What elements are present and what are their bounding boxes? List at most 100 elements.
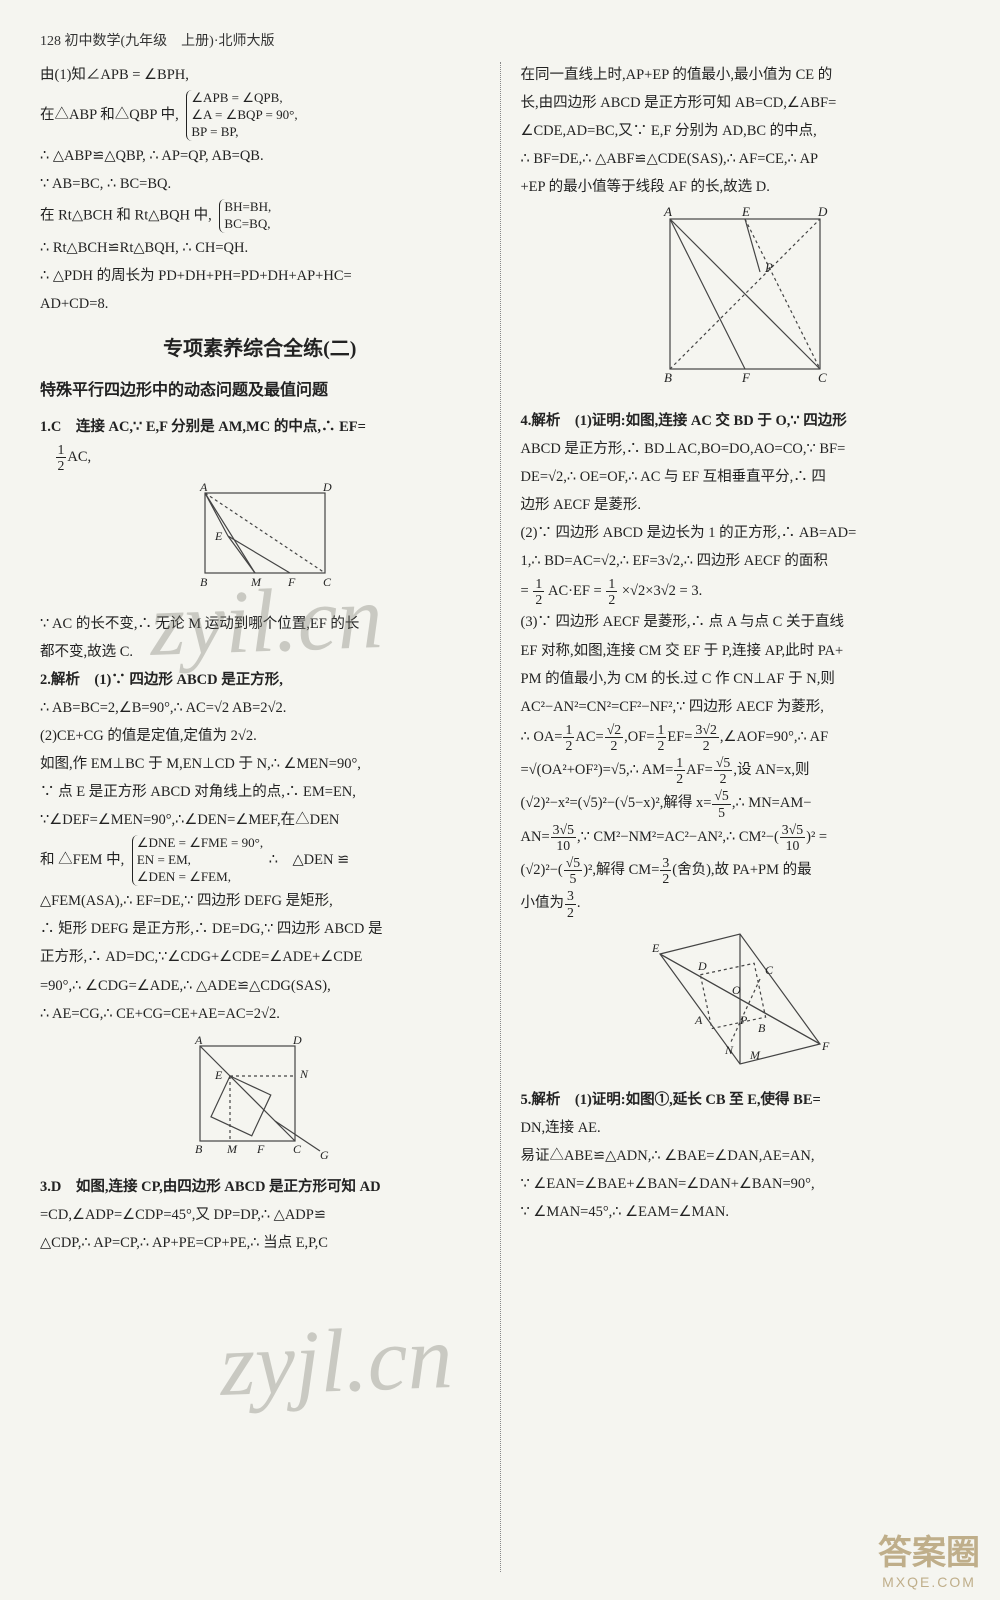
text: 在 Rt△BCH 和 Rt△BQH 中, — [40, 207, 212, 223]
text: ×√2×3√2 = 3. — [622, 583, 702, 599]
text-line: ∴ AB=BC=2,∠B=90°,∴ AC=√2 AB=2√2. — [40, 695, 480, 721]
text-line: 小值为32. — [521, 888, 961, 919]
text-line: AD+CD=8. — [40, 291, 480, 317]
text-line: PM 的值最小,为 CM 的长.过 C 作 CN⊥AF 于 N,则 — [521, 666, 961, 692]
brace-group: ∠APB = ∠QPB, ∠A = ∠BQP = 90°, BP = BP, — [186, 90, 297, 141]
text: AC, — [67, 449, 91, 465]
text: = — [521, 583, 529, 599]
text-line: ∵ ∠EAN=∠BAE+∠BAN=∠DAN+∠BAN=90°, — [521, 1171, 961, 1197]
text-line: ∴ OA=12AC=√22,OF=12EF=3√22,∠AOF=90°,∴ AF — [521, 722, 961, 753]
svg-text:D: D — [697, 959, 707, 973]
svg-text:B: B — [664, 370, 672, 385]
text: AC·EF = — [548, 583, 602, 599]
text-line: ∴ Rt△BCH≌Rt△BQH, ∴ CH=QH. — [40, 235, 480, 261]
svg-text:M: M — [749, 1048, 761, 1062]
text-line: = 12 AC·EF = 12 ×√2×3√2 = 3. — [521, 576, 961, 607]
left-column: 由(1)知∠APB = ∠BPH, 在△ABP 和△QBP 中, ∠APB = … — [40, 62, 480, 1572]
fig-label: M — [250, 575, 262, 589]
text-line: 正方形,∴ AD=DC,∵∠CDG+∠CDE=∠ADE+∠CDE — [40, 944, 480, 970]
text-line: 边形 AECF 是菱形. — [521, 492, 961, 518]
text: 3.D 如图,连接 CP,由四边形 ABCD 是正方形可知 AD — [40, 1179, 381, 1195]
text-line: 如图,作 EM⊥BC 于 M,EN⊥CD 于 N,∴ ∠MEN=90°, — [40, 751, 480, 777]
text-line: 易证△ABE≌△ADN,∴ ∠BAE=∠DAN,AE=AN, — [521, 1143, 961, 1169]
text-line: ∠CDE,AD=BC,又∵ E,F 分别为 AD,BC 的中点, — [521, 118, 961, 144]
text-line: ∵ AC 的长不变,∴ 无论 M 运动到哪个位置,EF 的长 — [40, 611, 480, 637]
svg-text:C: C — [765, 963, 774, 977]
brace-line: ∠DNE = ∠FME = 90°, — [137, 835, 263, 852]
svg-text:C: C — [293, 1142, 302, 1156]
text-line: DN,连接 AE. — [521, 1115, 961, 1141]
text-line: =CD,∠ADP=∠CDP=45°,又 DP=DP,∴ △ADP≌ — [40, 1202, 480, 1228]
text-line: (2)CE+CG 的值是定值,定值为 2√2. — [40, 723, 480, 749]
question-2: 2.解析 (1)∵ 四边形 ABCD 是正方形, — [40, 667, 480, 693]
text-line: (√2)²−(√55)²,解得 CM=32(舍负),故 PA+PM 的最 — [521, 855, 961, 886]
text-line: △FEM(ASA),∴ EF=DE,∵ 四边形 DEFG 是矩形, — [40, 888, 480, 914]
svg-text:D: D — [817, 204, 828, 219]
text-line: 1,∴ BD=AC=√2,∴ EF=3√2,∴ 四边形 AECF 的面积 — [521, 548, 961, 574]
text-line: 由(1)知∠APB = ∠BPH, — [40, 62, 480, 88]
brace-line: ∠APB = ∠QPB, — [191, 90, 297, 107]
fig-label: E — [214, 529, 223, 543]
brace-line: BP = BP, — [191, 124, 297, 141]
text-line: AC²−AN²=CN²=CF²−NF²,∵ 四边形 AECF 为菱形, — [521, 694, 961, 720]
figure-3: A D B C E F P — [521, 204, 961, 403]
logo-title: 答案圈 — [878, 1525, 980, 1574]
svg-text:B: B — [195, 1142, 203, 1156]
text-line: ∵∠DEF=∠MEN=90°,∴∠DEN=∠MEF,在△DEN — [40, 807, 480, 833]
svg-text:F: F — [741, 370, 751, 385]
svg-text:E: E — [651, 941, 660, 955]
text-line: ∵ 点 E 是正方形 ABCD 对角线上的点,∴ EM=EN, — [40, 779, 480, 805]
brace-group: BH=BH, BC=BQ, — [219, 199, 271, 233]
text-line: 在△ABP 和△QBP 中, ∠APB = ∠QPB, ∠A = ∠BQP = … — [40, 90, 480, 141]
text-line: 和 △FEM 中, ∠DNE = ∠FME = 90°, EN = EM, ∠D… — [40, 835, 480, 886]
question-1: 1.C 连接 AC,∵ E,F 分别是 AM,MC 的中点,∴ EF= — [40, 414, 480, 440]
figure-4: E F D C A B O P N M — [521, 924, 961, 1083]
text: 和 △FEM 中, — [40, 852, 124, 868]
text: 在△ABP 和△QBP 中, — [40, 107, 179, 123]
text-line: EF 对称,如图,连接 CM 交 EF 于 P,连接 AP,此时 PA+ — [521, 638, 961, 664]
fig-label: B — [200, 575, 208, 589]
text: 5.解析 (1)证明:如图①,延长 CB 至 E,使得 BE= — [521, 1092, 821, 1108]
text-line: 长,由四边形 ABCD 是正方形可知 AB=CD,∠ABF= — [521, 90, 961, 116]
svg-text:A: A — [694, 1013, 703, 1027]
svg-text:E: E — [214, 1068, 223, 1082]
svg-text:F: F — [256, 1142, 265, 1156]
logo-subtitle: MXQE.COM — [878, 1574, 980, 1590]
text-line: ∴ △PDH 的周长为 PD+DH+PH=PD+DH+AP+HC= — [40, 263, 480, 289]
text-line: (3)∵ 四边形 AECF 是菱形,∴ 点 A 与点 C 关于直线 — [521, 609, 961, 635]
text: 4.解析 (1)证明:如图,连接 AC 交 BD 于 O,∵ 四边形 — [521, 413, 847, 429]
svg-text:A: A — [194, 1033, 203, 1047]
svg-text:N: N — [299, 1067, 309, 1081]
svg-text:F: F — [821, 1039, 830, 1053]
svg-text:A: A — [663, 204, 672, 219]
text-line: =90°,∴ ∠CDG=∠ADE,∴ △ADE≌△CDG(SAS), — [40, 973, 480, 999]
text-line: (√2)²−x²=(√5)²−(√5−x)²,解得 x=√55,∴ MN=AM− — [521, 788, 961, 819]
text-line: 在同一直线上时,AP+EP 的值最小,最小值为 CE 的 — [521, 62, 961, 88]
brace-line: EN = EM, — [137, 852, 263, 869]
text-line: △CDP,∴ AP=CP,∴ AP+PE=CP+PE,∴ 当点 E,P,C — [40, 1230, 480, 1256]
text-line: ∴ BF=DE,∴ △ABF≌△CDE(SAS),∴ AF=CE,∴ AP — [521, 146, 961, 172]
text: ∴ △DEN ≌ — [269, 852, 349, 868]
svg-text:C: C — [818, 370, 827, 385]
svg-text:G: G — [320, 1148, 329, 1161]
text-line: (2)∵ 四边形 ABCD 是边长为 1 的正方形,∴ AB=AD= — [521, 520, 961, 546]
column-divider — [500, 62, 501, 1572]
svg-text:B: B — [758, 1021, 766, 1035]
text-line: ∴ △ABP≌△QBP, ∴ AP=QP, AB=QB. — [40, 143, 480, 169]
fig-label: C — [323, 575, 332, 589]
site-logo-watermark: 答案圈 MXQE.COM — [878, 1525, 980, 1590]
svg-text:O: O — [732, 983, 741, 997]
svg-text:E: E — [741, 204, 750, 219]
brace-line: BH=BH, — [224, 199, 271, 216]
text-line: ∴ 矩形 DEFG 是正方形,∴ DE=DG,∵ 四边形 ABCD 是 — [40, 916, 480, 942]
fig-label: D — [322, 480, 332, 494]
question-4: 4.解析 (1)证明:如图,连接 AC 交 BD 于 O,∵ 四边形 — [521, 408, 961, 434]
text-line: 都不变,故选 C. — [40, 639, 480, 665]
page-header: 128 初中数学(九年级 上册)·北师大版 — [40, 30, 960, 50]
text-line: +EP 的最小值等于线段 AF 的长,故选 D. — [521, 174, 961, 200]
text-line: ∵ AB=BC, ∴ BC=BQ. — [40, 171, 480, 197]
svg-text:P: P — [764, 260, 773, 275]
fig-label: F — [287, 575, 296, 589]
text-line: 在 Rt△BCH 和 Rt△BQH 中, BH=BH, BC=BQ, — [40, 199, 480, 233]
svg-text:N: N — [724, 1043, 734, 1057]
